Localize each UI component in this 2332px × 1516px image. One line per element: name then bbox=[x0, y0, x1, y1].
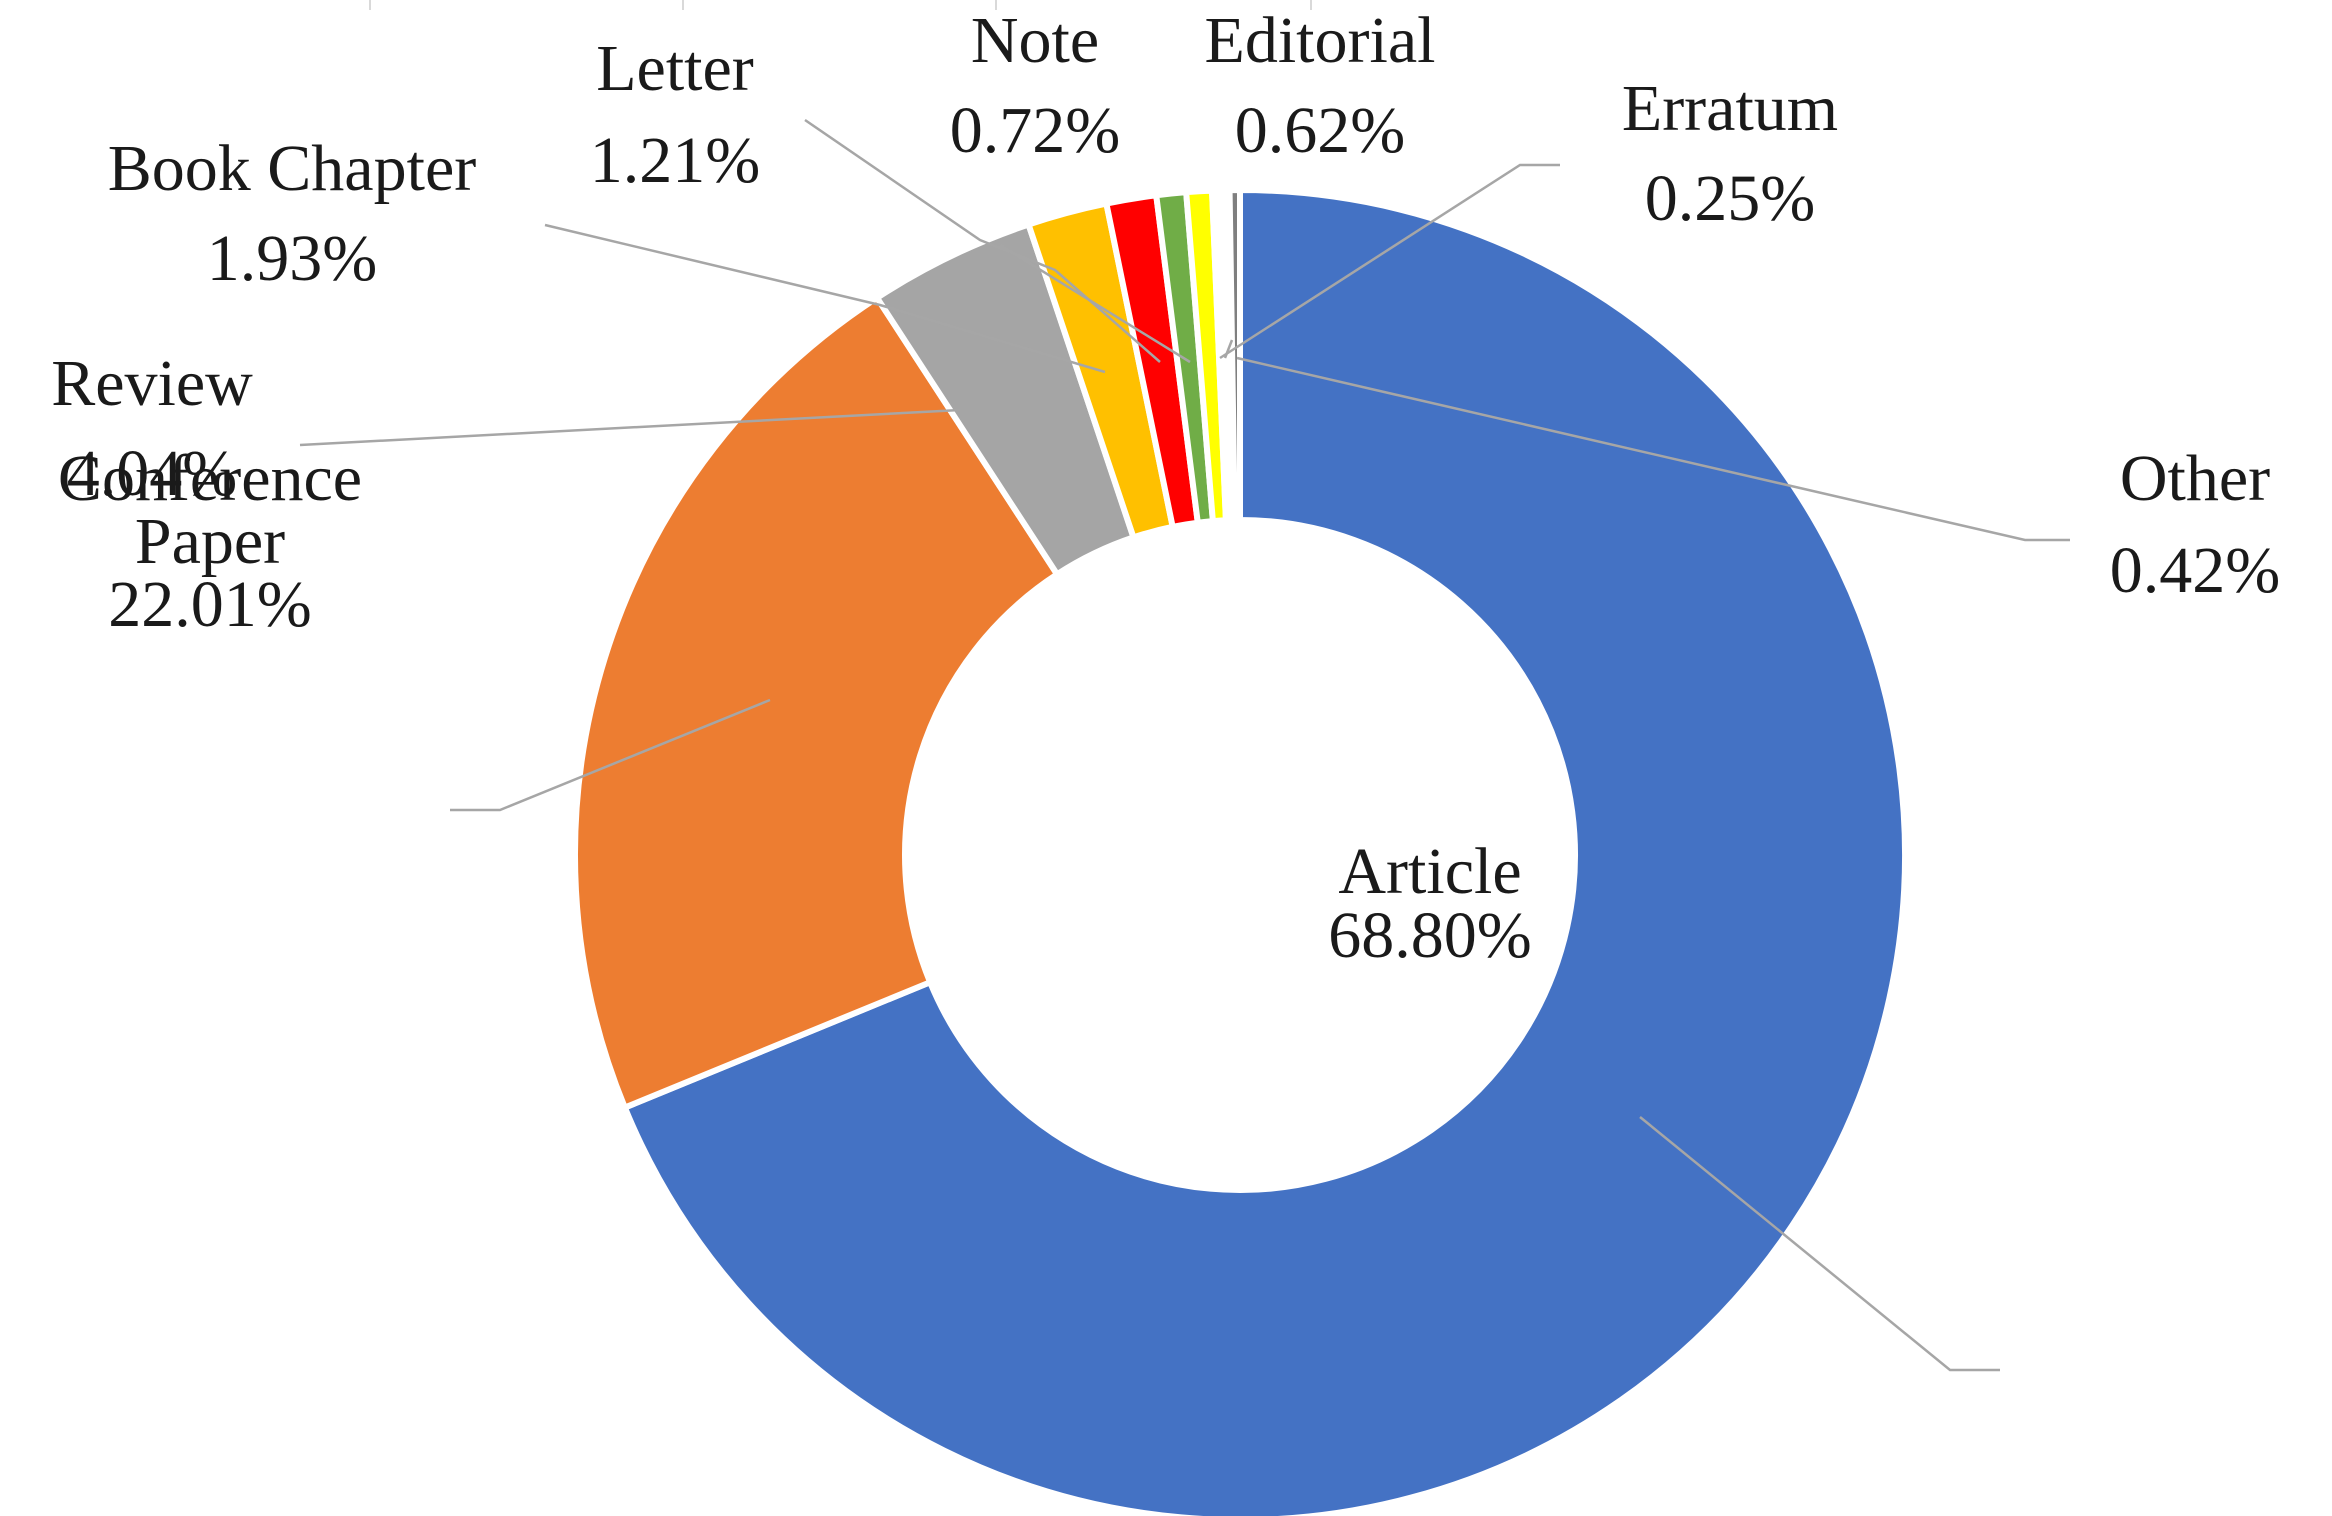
top-border-ticks bbox=[369, 0, 1312, 10]
data-label-name-note: Note bbox=[971, 4, 1099, 77]
slice-article bbox=[621, 187, 1908, 1516]
data-label-name-editorial: Editorial bbox=[1205, 4, 1436, 77]
data-label-name-book-chapter: Book Chapter bbox=[108, 132, 476, 205]
data-label-name-letter: Letter bbox=[596, 32, 754, 105]
leader-line-review bbox=[299, 408, 961, 447]
slice-erratum bbox=[1226, 186, 1243, 524]
leader-line-erratum bbox=[1219, 163, 1560, 360]
data-label-value-erratum: 0.25% bbox=[1645, 162, 1815, 235]
data-label-value-book-chapter: 1.93% bbox=[207, 222, 377, 295]
slice-conference-paper bbox=[572, 294, 1061, 1111]
data-label-name-conference-paper: Paper bbox=[135, 505, 285, 578]
data-label-name-other: Other bbox=[2120, 442, 2270, 515]
leader-line-other bbox=[1236, 356, 2070, 542]
leader-lines-layer bbox=[299, 118, 2070, 1372]
slices-layer bbox=[572, 186, 1908, 1516]
leader-line-article bbox=[1639, 1116, 2000, 1372]
data-label-value-article: 68.80% bbox=[1328, 899, 1531, 972]
data-label-value-letter: 1.21% bbox=[590, 124, 760, 197]
data-label-value-other: 0.42% bbox=[2110, 534, 2280, 607]
data-label-name-article: Article bbox=[1338, 835, 1521, 908]
leader-line-book-chapter bbox=[544, 223, 1106, 374]
data-label-name-conference-paper: Conference bbox=[58, 442, 362, 515]
leader-line-conference-paper bbox=[450, 698, 771, 812]
data-label-name-erratum: Erratum bbox=[1622, 72, 1838, 145]
data-label-value-editorial: 0.62% bbox=[1235, 94, 1405, 167]
data-label-value-note: 0.72% bbox=[950, 94, 1120, 167]
leader-line-note bbox=[999, 243, 1191, 364]
data-label-name-review: Review bbox=[51, 347, 253, 420]
data-label-value-conference-paper: 22.01% bbox=[108, 568, 311, 641]
data-label-value-review: 4.04% bbox=[67, 437, 237, 510]
